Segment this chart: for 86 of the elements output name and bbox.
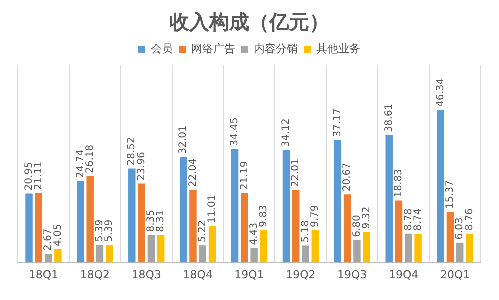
data-label: 21.19 [239, 161, 250, 190]
data-label: 34.45 [230, 118, 241, 146]
data-label: 5.39 [94, 220, 106, 242]
legend-label: 其他业务 [316, 42, 360, 56]
x-tick-label: 18Q2 [80, 268, 110, 282]
data-label: 4.05 [52, 224, 64, 246]
legend-label: 网络广告 [192, 42, 236, 56]
chart-title: 收入构成（亿元） [170, 10, 330, 34]
bar [208, 226, 216, 263]
data-label: 22.01 [290, 158, 302, 188]
x-tick-label: 19Q4 [389, 268, 419, 282]
bar [282, 150, 290, 263]
data-label: 21.11 [33, 162, 44, 190]
data-label: 2.67 [43, 228, 54, 251]
bar [363, 232, 370, 263]
bar [386, 136, 393, 263]
x-tick-label: 19Q2 [286, 268, 316, 282]
bar [44, 254, 52, 263]
x-tick-label: 18Q1 [28, 268, 59, 282]
data-label: 8.78 [403, 208, 414, 231]
data-label: 8.76 [464, 208, 476, 231]
bar [437, 110, 444, 263]
data-label: 37.17 [332, 108, 344, 138]
bar [405, 234, 412, 263]
bar [180, 157, 188, 263]
data-label: 5.39 [104, 220, 116, 242]
bar [446, 212, 454, 263]
x-tick-label: 20Q1 [440, 268, 470, 282]
bar [231, 149, 239, 263]
data-label: 23.96 [136, 152, 148, 181]
data-label: 22.04 [188, 158, 199, 188]
bar [456, 242, 464, 263]
data-label: 9.83 [258, 205, 270, 228]
data-label: 18.83 [394, 169, 405, 198]
data-label: 20.95 [24, 162, 35, 191]
data-label: 20.67 [342, 163, 354, 192]
data-label: 6.03 [454, 218, 466, 240]
bar [190, 190, 197, 263]
x-tick-label: 19Q3 [338, 268, 368, 282]
bar [344, 194, 352, 263]
bar [128, 168, 136, 263]
data-label: 9.79 [310, 205, 322, 228]
bar [199, 246, 206, 263]
data-label: 4.43 [248, 222, 260, 246]
data-label: 8.74 [412, 208, 424, 231]
data-label: 5.18 [300, 220, 312, 243]
bar [466, 234, 474, 263]
data-label: 28.52 [126, 137, 138, 166]
bar [302, 246, 310, 263]
bar [106, 245, 114, 263]
data-label: 34.12 [281, 118, 292, 148]
bar [77, 181, 84, 263]
bar [312, 230, 320, 263]
data-label: 8.31 [156, 210, 167, 232]
bar [241, 192, 248, 263]
data-label: 38.61 [384, 104, 395, 133]
data-label: 5.22 [197, 220, 208, 243]
data-label: 15.37 [445, 180, 456, 210]
bar [354, 240, 361, 263]
data-label: 26.18 [84, 144, 96, 174]
bar [395, 200, 403, 263]
bar [138, 184, 146, 263]
bar [26, 194, 33, 263]
data-label: 32.01 [178, 126, 190, 154]
bar [334, 140, 342, 263]
legend-label: 内容分销 [254, 42, 298, 56]
data-label: 46.34 [435, 78, 446, 108]
x-tick-label: 18Q3 [132, 268, 162, 282]
x-tick-label: 18Q4 [183, 268, 213, 282]
legend-label: 会员 [151, 42, 173, 56]
bar [96, 245, 104, 263]
data-label: 6.80 [352, 215, 363, 238]
bar [157, 235, 165, 263]
bar [414, 234, 422, 263]
bar [250, 248, 258, 263]
bar [148, 235, 156, 263]
data-label: 9.32 [361, 206, 372, 230]
x-tick-label: 19Q1 [234, 268, 264, 282]
bar [86, 176, 94, 263]
data-label: 11.01 [207, 194, 218, 224]
bar [260, 230, 268, 263]
bar [292, 190, 300, 263]
data-label: 24.74 [75, 150, 86, 178]
data-label: 8.35 [146, 210, 158, 232]
bar [35, 193, 43, 263]
bar [54, 249, 62, 263]
